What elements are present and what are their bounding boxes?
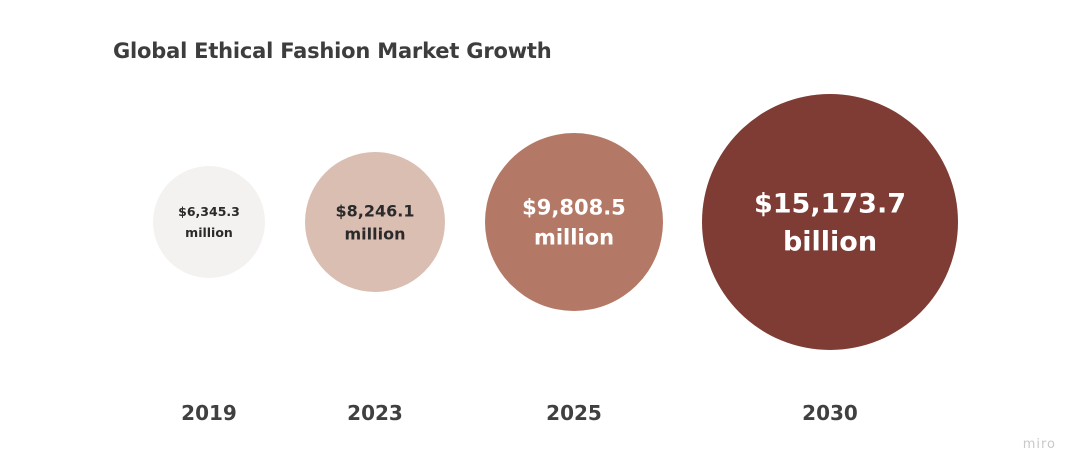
bubble-2030: [702, 94, 958, 350]
chart-title: Global Ethical Fashion Market Growth: [113, 39, 552, 63]
year-label-2023: 2023: [347, 401, 403, 425]
bubble-2025: [485, 133, 663, 311]
year-label-2025: 2025: [546, 401, 602, 425]
unit-label-2019: million: [185, 225, 233, 240]
value-label-2030: $15,173.7: [754, 189, 906, 220]
unit-label-2025: million: [534, 226, 614, 250]
unit-label-2023: million: [345, 224, 406, 243]
miro-watermark: miro: [1022, 437, 1056, 452]
bubble-2023: [305, 152, 445, 292]
bubble-2019: [153, 166, 265, 278]
year-label-2019: 2019: [181, 401, 237, 425]
value-label-2023: $8,246.1: [336, 201, 415, 220]
year-label-2030: 2030: [802, 401, 858, 425]
unit-label-2030: billion: [783, 227, 877, 258]
value-label-2019: $6,345.3: [178, 204, 240, 219]
value-label-2025: $9,808.5: [522, 196, 626, 220]
